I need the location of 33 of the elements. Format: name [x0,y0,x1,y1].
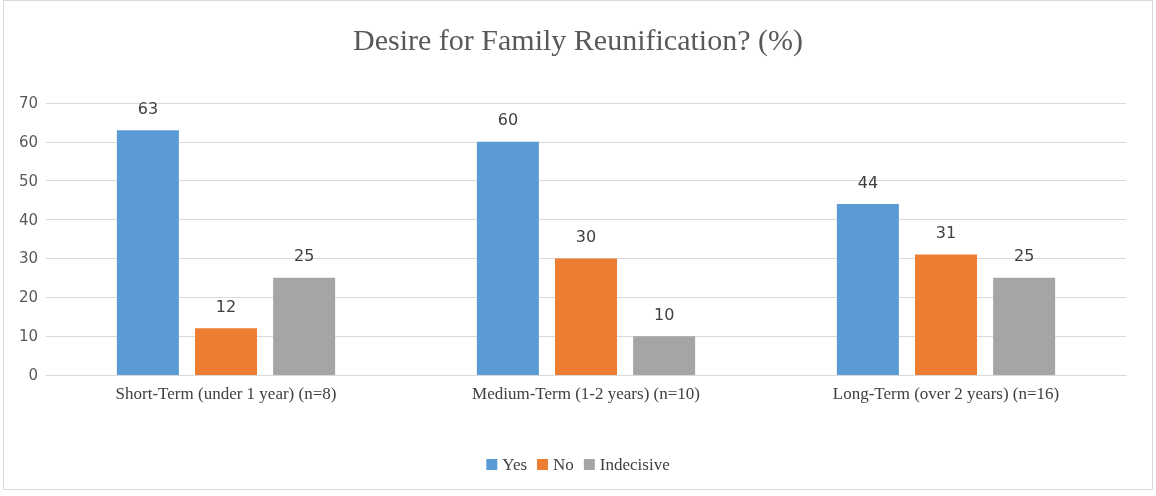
legend-label: Yes [502,455,528,474]
data-label: 12 [215,296,237,316]
chart-title: Desire for Family Reunification? (%) [353,22,803,57]
data-label: 25 [293,246,315,266]
x-tick-label: Medium-Term (1-2 years) (n=10) [472,384,700,403]
bar [915,254,977,375]
data-label: 60 [497,110,519,130]
data-label: 44 [857,172,879,192]
y-tick-label: 20 [18,288,38,307]
bar [836,204,899,375]
bar [273,277,336,375]
bar [633,336,696,375]
legend-label: No [553,455,574,474]
data-label: 10 [653,304,675,324]
legend-label: Indecisive [599,455,670,474]
x-tick-label: Short-Term (under 1 year) (n=8) [115,384,337,403]
y-tick-label: 50 [18,171,38,190]
data-label: 25 [1013,246,1035,266]
bar [116,130,179,375]
y-tick-label: 40 [18,210,38,229]
y-tick-label: 10 [18,327,38,346]
bar [993,277,1056,375]
bar [476,141,539,375]
y-tick-label: 60 [18,132,38,151]
y-tick-label: 30 [18,249,38,268]
bar [555,258,617,375]
x-tick-label: Long-Term (over 2 years) (n=16) [832,384,1060,403]
y-tick-label: 70 [18,94,38,112]
data-label: 30 [575,226,597,246]
y-tick-label: 0 [28,366,38,384]
data-label: 63 [137,98,159,118]
data-label: 31 [935,223,957,243]
bar [195,328,257,375]
